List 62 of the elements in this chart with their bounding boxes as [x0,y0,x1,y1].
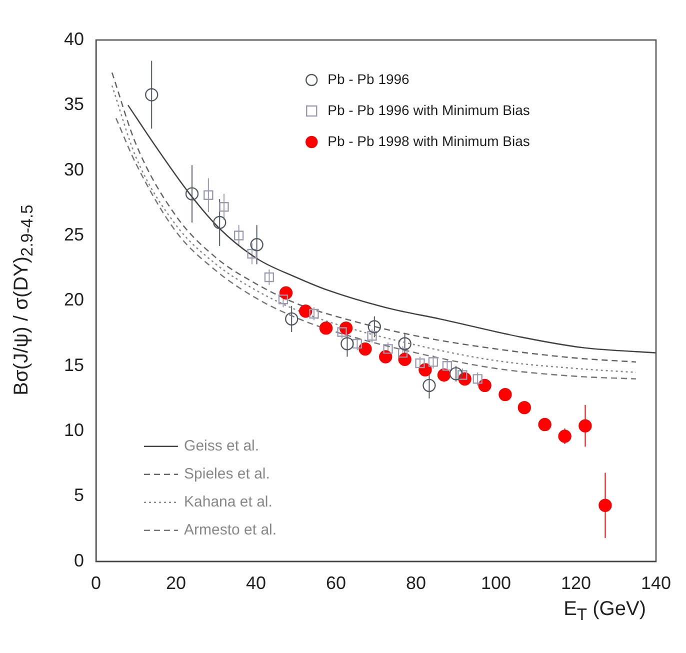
point [213,216,226,230]
point [358,342,372,356]
legend-label: Geiss et al. [184,438,260,455]
legend-label: Pb - Pb 1996 with Minimum Bias [328,102,530,118]
legend-label: Pb - Pb 1996 [328,70,410,87]
legend-label: Kahana et al. [184,494,272,511]
point [437,368,451,382]
x-axis-title: E$_{T}$ (GeV) [564,598,646,625]
point [398,348,408,358]
point [538,418,552,432]
point [422,378,436,392]
point [219,202,229,212]
point [498,388,512,402]
point [398,337,412,350]
legend-label: Armesto et al. [184,522,277,539]
point [185,187,199,200]
point [367,331,377,341]
point [478,378,492,392]
point [250,238,264,252]
y-tick-label: 0 [74,550,84,570]
y-tick-label: 35 [64,94,84,114]
point [234,230,244,240]
point [442,361,452,371]
y-tick-label: 30 [64,159,84,180]
y-tick-label: 40 [64,28,84,49]
point [428,357,438,367]
x-tick-label: 0 [91,573,102,594]
x-tick-label: 140 [640,573,672,594]
y-tick-label: 5 [74,485,84,506]
point [368,320,382,334]
point [247,248,257,259]
legend-label: Spieles et al. [184,466,270,483]
x-tick-label: 60 [326,573,346,594]
x-tick-label: 120 [560,573,592,594]
y-tick-label: 20 [64,290,84,310]
point [383,344,393,354]
point [518,400,532,414]
point [472,374,482,384]
point [398,352,412,366]
y-tick-label: 25 [64,224,84,244]
point [145,88,158,102]
point [340,337,354,350]
legend-label: Pb - Pb 1998 with Minimum Bias [328,132,530,149]
x-tick-label: 20 [166,573,186,594]
point [352,338,362,349]
point [264,272,274,282]
x-tick-label: 80 [406,573,426,594]
point [285,312,298,326]
point [278,294,288,304]
point [204,190,214,200]
x-tick-label: 100 [480,573,512,594]
point [319,321,333,335]
point [309,308,319,319]
point [598,498,612,512]
y-tick-label: 10 [64,420,84,440]
y-tick-label: 15 [64,354,84,375]
x-tick-label: 40 [246,573,266,594]
point [558,430,572,443]
point [449,367,463,380]
point [578,419,592,432]
point [415,358,425,368]
point [299,304,312,318]
